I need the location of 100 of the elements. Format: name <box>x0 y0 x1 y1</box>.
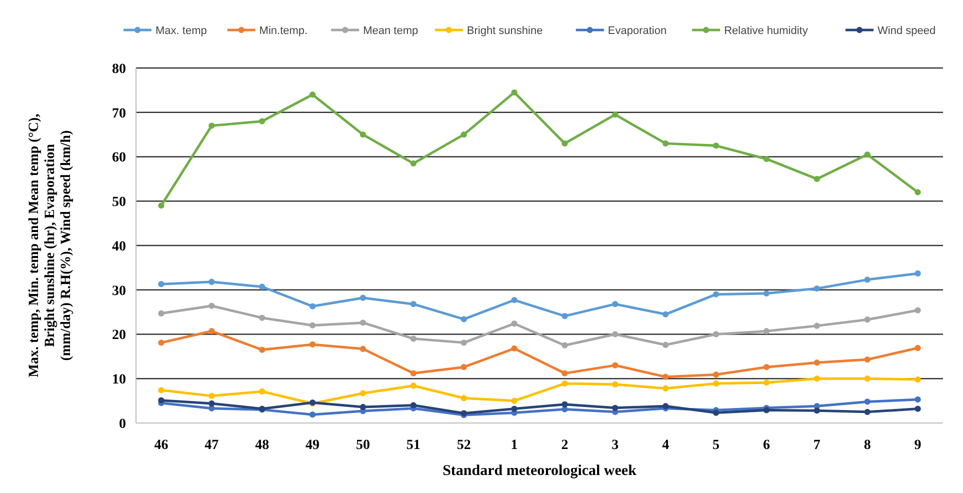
point <box>309 322 316 328</box>
point <box>914 189 921 196</box>
point <box>511 345 518 352</box>
point <box>360 131 366 138</box>
point <box>612 381 618 388</box>
point <box>511 296 518 304</box>
point <box>410 402 416 408</box>
y-tick-label: 20 <box>112 328 126 344</box>
x-tick-label: 3 <box>612 438 619 453</box>
point <box>562 312 568 320</box>
point <box>410 300 416 308</box>
point <box>662 342 669 348</box>
point <box>864 376 870 382</box>
point <box>158 202 164 209</box>
point <box>763 156 770 162</box>
legend-label: Relative humidity <box>724 24 808 37</box>
point <box>360 320 366 326</box>
point <box>562 140 568 147</box>
point <box>360 294 366 301</box>
point <box>662 385 669 392</box>
point <box>259 346 266 353</box>
point <box>158 281 164 288</box>
point <box>814 285 820 292</box>
point <box>914 307 921 314</box>
point <box>460 316 467 322</box>
point <box>914 344 921 352</box>
point <box>814 376 820 382</box>
y-tick-label: 50 <box>112 195 126 210</box>
point <box>814 322 820 329</box>
x-tick-label: 51 <box>406 438 420 453</box>
point <box>814 176 820 182</box>
point <box>511 406 518 412</box>
point <box>763 290 770 297</box>
x-tick-label: 52 <box>456 438 471 453</box>
x-tick-label: 6 <box>762 438 770 453</box>
point <box>612 112 618 118</box>
point <box>914 270 921 277</box>
point <box>662 374 669 380</box>
point <box>914 406 921 412</box>
point <box>208 302 215 309</box>
point <box>309 341 316 348</box>
point <box>259 388 266 395</box>
x-tick-label: 50 <box>356 438 370 453</box>
point <box>360 390 366 396</box>
point <box>864 356 870 363</box>
y-tick-label: 70 <box>112 106 126 122</box>
x-tick-label: 5 <box>712 438 720 453</box>
point <box>158 387 164 394</box>
point <box>208 328 215 334</box>
point <box>914 396 921 403</box>
point <box>410 160 416 166</box>
x-tick-label: 7 <box>813 438 820 453</box>
point <box>259 118 266 124</box>
point <box>562 401 568 408</box>
point <box>662 140 669 147</box>
y-tick-label: 80 <box>112 62 126 77</box>
x-tick-label: 9 <box>914 438 922 453</box>
point <box>662 311 669 318</box>
point <box>864 316 870 323</box>
point <box>460 395 467 402</box>
x-tick-label: 48 <box>255 438 270 453</box>
point <box>410 336 416 342</box>
y-tick-label: 10 <box>112 372 126 388</box>
point <box>763 407 770 414</box>
y-tick-label: 40 <box>112 239 126 254</box>
point <box>360 346 366 352</box>
point <box>612 362 618 368</box>
legend-label: Mean temp <box>363 24 418 37</box>
x-tick-label: 47 <box>204 438 219 453</box>
point <box>208 122 215 129</box>
point <box>864 408 870 415</box>
x-tick-label: 4 <box>662 438 670 453</box>
y-axis-title: Max. temp, Min. temp and Mean temp (°C), Bright sunshine (hr), Evaporation (mm/day) R.H(%), Wind speed (km/h) <box>27 114 74 378</box>
point <box>410 382 416 389</box>
point <box>712 380 720 387</box>
point <box>712 331 720 338</box>
point <box>864 151 870 158</box>
legend-label: Min.temp. <box>259 24 308 37</box>
point <box>864 276 870 283</box>
point <box>864 398 870 405</box>
point <box>158 310 164 316</box>
x-tick-label: 2 <box>561 438 568 453</box>
point <box>562 380 568 387</box>
x-axis-title: Standard meteorological week <box>442 463 638 479</box>
point <box>511 398 518 404</box>
point <box>712 410 720 416</box>
x-tick-label: 1 <box>510 438 518 453</box>
point <box>914 376 921 383</box>
point <box>259 314 266 321</box>
point <box>309 303 316 310</box>
point <box>460 340 467 346</box>
point <box>612 300 618 308</box>
point <box>208 278 215 285</box>
point <box>309 411 316 418</box>
point <box>158 340 164 346</box>
legend-label: Wind speed <box>878 24 936 37</box>
point <box>562 370 568 376</box>
point <box>208 400 215 407</box>
point <box>511 89 518 96</box>
legend-label: Evaporation <box>608 24 667 37</box>
